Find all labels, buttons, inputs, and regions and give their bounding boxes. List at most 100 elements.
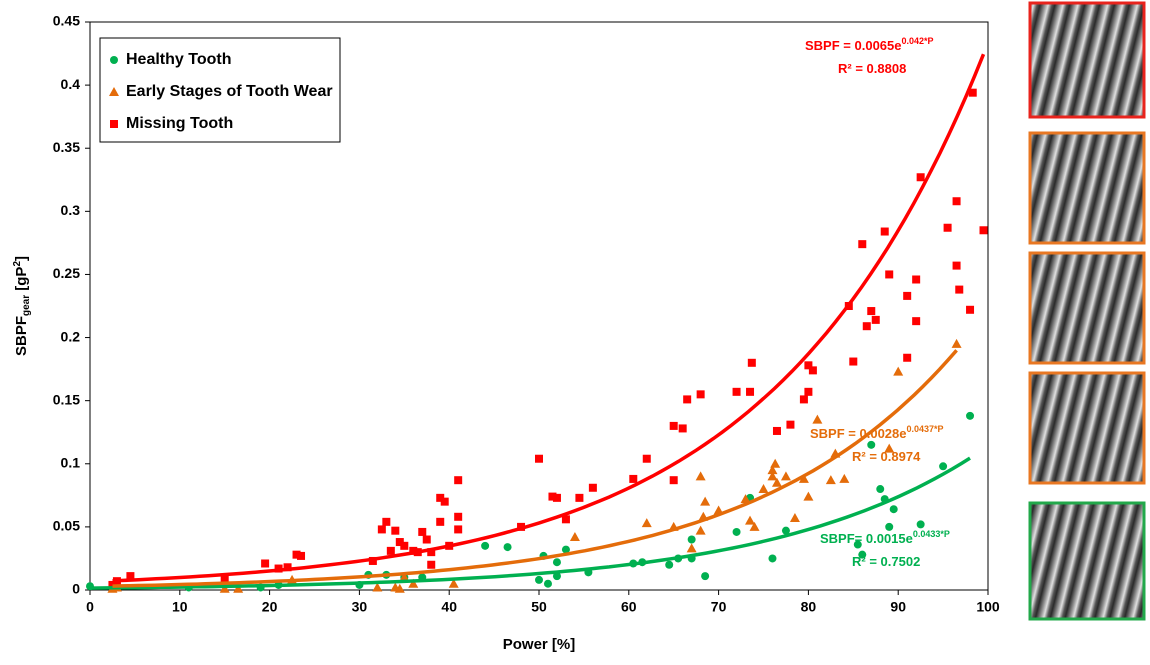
point xyxy=(747,358,756,367)
trend-line xyxy=(112,349,958,588)
point xyxy=(786,420,795,429)
point xyxy=(588,483,597,492)
legend-box xyxy=(99,37,341,143)
point xyxy=(951,338,962,348)
point xyxy=(867,307,876,316)
point xyxy=(409,546,418,555)
point xyxy=(233,583,244,593)
eq-lhs: SBPF = xyxy=(810,426,860,441)
legend-label: Early Stages of Tooth Wear xyxy=(126,83,333,100)
point xyxy=(454,525,463,534)
point xyxy=(767,465,778,475)
point xyxy=(771,477,782,487)
y-title-sub: gear xyxy=(21,295,32,316)
point xyxy=(772,426,781,435)
x-tick-label: 40 xyxy=(441,599,457,615)
photo-missing xyxy=(1028,1,1146,119)
point xyxy=(889,505,898,514)
legend-label: Missing Tooth xyxy=(126,115,233,132)
point xyxy=(916,520,925,529)
point xyxy=(481,541,490,550)
point xyxy=(561,545,570,554)
point xyxy=(669,476,678,485)
point xyxy=(825,475,836,485)
eq-base: e xyxy=(894,38,901,53)
r2-label: R² = xyxy=(852,554,881,569)
y-tick-label: 0.45 xyxy=(53,13,80,29)
y-tick-label: 0.35 xyxy=(53,139,80,155)
point xyxy=(503,543,512,552)
point xyxy=(552,558,561,567)
point xyxy=(377,525,386,534)
point xyxy=(943,223,952,232)
point xyxy=(732,527,741,536)
point xyxy=(758,484,769,494)
y-tick-label: 0 xyxy=(72,581,80,597)
point xyxy=(543,579,552,588)
point xyxy=(552,572,561,581)
eq-var: *P xyxy=(940,529,950,539)
eq-b: 0.0433 xyxy=(913,529,941,539)
point xyxy=(665,560,674,569)
point xyxy=(408,578,419,588)
point xyxy=(261,559,270,568)
eq-a: 0.0028 xyxy=(860,426,900,441)
point xyxy=(448,578,459,588)
point xyxy=(669,421,678,430)
point xyxy=(767,471,778,481)
point xyxy=(858,550,867,559)
legend-marker xyxy=(110,56,118,64)
point xyxy=(768,554,777,563)
point xyxy=(867,440,876,449)
point xyxy=(552,493,561,502)
point xyxy=(912,275,921,284)
fit-r2: R² = 0.7502 xyxy=(852,554,920,569)
point xyxy=(220,574,229,583)
eq-a: 0.0015 xyxy=(866,531,906,546)
point xyxy=(701,572,710,581)
point xyxy=(683,395,692,404)
point xyxy=(880,227,889,236)
point xyxy=(427,560,436,569)
point xyxy=(876,485,885,494)
point xyxy=(858,240,867,249)
point xyxy=(916,173,925,182)
point xyxy=(535,454,543,463)
y-tick-label: 0.2 xyxy=(61,328,81,344)
point xyxy=(749,521,760,531)
point xyxy=(695,525,706,535)
point xyxy=(395,538,404,547)
x-tick-label: 100 xyxy=(976,599,1000,615)
fit-equation: SBPF= 0.0015e0.0433*P xyxy=(820,529,950,546)
x-axis-title: Power [%] xyxy=(503,636,576,653)
point xyxy=(781,526,790,535)
legend-label: Healthy Tooth xyxy=(126,51,231,68)
point xyxy=(700,496,711,506)
point xyxy=(686,543,697,553)
y-tick-label: 0.4 xyxy=(61,76,81,92)
eq-a: 0.0065 xyxy=(855,38,895,53)
point xyxy=(678,424,687,433)
point xyxy=(912,317,921,326)
point xyxy=(799,395,808,404)
y-tick-label: 0.3 xyxy=(61,202,81,218)
point xyxy=(885,522,894,531)
x-tick-label: 70 xyxy=(711,599,727,615)
x-tick-label: 90 xyxy=(890,599,906,615)
point xyxy=(839,473,850,483)
trend-line xyxy=(112,53,986,583)
point xyxy=(427,548,436,557)
point xyxy=(382,517,391,526)
photo-wear-3 xyxy=(1028,371,1146,485)
point xyxy=(789,513,800,523)
point xyxy=(862,322,871,331)
point xyxy=(454,512,463,521)
point xyxy=(108,580,117,589)
point xyxy=(372,582,383,592)
point xyxy=(804,361,813,370)
point xyxy=(770,458,781,468)
x-tick-label: 20 xyxy=(262,599,278,615)
point xyxy=(283,563,292,572)
eq-lhs: SBPF = xyxy=(805,38,855,53)
point xyxy=(955,285,964,294)
